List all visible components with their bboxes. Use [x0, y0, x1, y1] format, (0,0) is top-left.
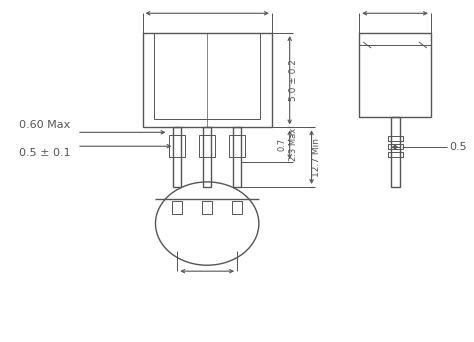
- Bar: [203, 127, 211, 187]
- Bar: [233, 127, 241, 187]
- Bar: [388, 144, 402, 149]
- Bar: [229, 135, 245, 157]
- Bar: [173, 200, 182, 214]
- Bar: [359, 33, 431, 117]
- Bar: [232, 200, 242, 214]
- Bar: [388, 136, 402, 141]
- Text: 0.5 ± 0.1: 0.5 ± 0.1: [19, 148, 71, 158]
- Text: 2.3 Max: 2.3 Max: [289, 128, 298, 161]
- Text: 0.60 Max: 0.60 Max: [19, 120, 71, 130]
- Bar: [173, 127, 182, 187]
- Bar: [202, 200, 212, 214]
- Bar: [391, 117, 400, 187]
- Bar: [388, 152, 402, 157]
- Bar: [169, 135, 185, 157]
- Bar: [143, 33, 272, 127]
- Text: 0.5: 0.5: [449, 142, 466, 152]
- Text: 5.0 ± 0.2: 5.0 ± 0.2: [289, 59, 298, 101]
- Text: 12.7 Min: 12.7 Min: [312, 137, 321, 176]
- Text: 0.7: 0.7: [277, 138, 286, 152]
- Bar: [199, 135, 215, 157]
- Bar: [155, 33, 260, 119]
